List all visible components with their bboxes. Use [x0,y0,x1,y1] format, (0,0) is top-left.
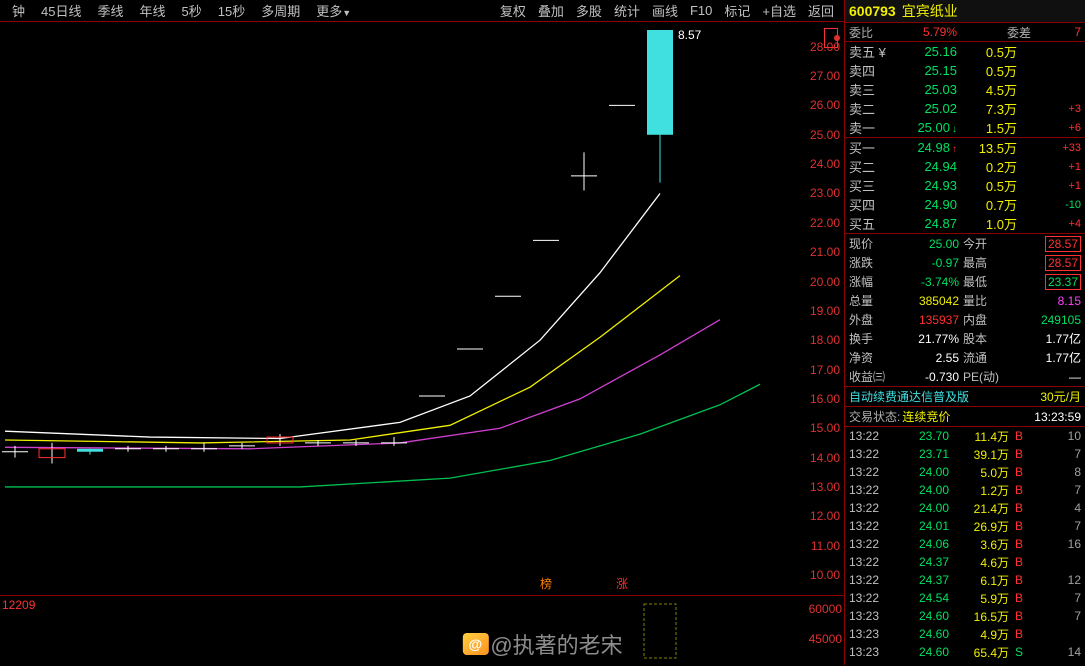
orderbook-row: 买三 24.93 0.5万 +1 [845,176,1085,195]
stock-code: 600793 [849,3,896,19]
tool-f10[interactable]: F10 [684,3,718,18]
quote-row: 外盘135937内盘249105 [845,310,1085,329]
y-axis-label: 28.00 [798,40,840,54]
tab-item[interactable]: 15秒 [210,1,253,20]
y-axis-label: 25.00 [798,128,840,142]
orderbook-row: 买一 24.98↑ 13.5万 +33 [845,138,1085,157]
chart-marker: 涨 [616,575,628,592]
y-axis-label: 23.00 [798,186,840,200]
y-axis-label: 19.00 [798,304,840,318]
tool-back[interactable]: 返回 [802,1,840,20]
tick-row: 13:2324.6016.5万B7 [845,607,1085,625]
quote-row: 净资2.55流通1.77亿 [845,348,1085,367]
orderbook-row: 卖三 25.03 4.5万 [845,80,1085,99]
y-axis-label: 13.00 [798,480,840,494]
tab-item[interactable]: 45日线 [33,1,89,20]
commission-ratio-row: 委比 5.79% 委差 7 [845,22,1085,42]
quote-row: 收益㈢-0.730PE(动)— [845,367,1085,386]
tick-row: 13:2224.0021.4万B4 [845,499,1085,517]
y-axis-label: 26.00 [798,98,840,112]
tool-fuquan[interactable]: 复权 [494,1,532,20]
orderbook-row: 卖二 25.02 7.3万 +3 [845,99,1085,118]
volume-chart[interactable]: 12209 60000 45000 [0,595,844,665]
quote-row: 总量385042量比8.15 [845,291,1085,310]
quote-summary: 现价25.00今开28.57涨跌-0.97最高28.57涨幅-3.74%最低23… [845,234,1085,387]
tool-overlay[interactable]: 叠加 [532,1,570,20]
tick-row: 13:2223.7139.1万B7 [845,445,1085,463]
tab-item[interactable]: 钟 [4,1,33,20]
vol-y-label: 45000 [809,632,842,646]
tool-fav[interactable]: +自选 [756,1,802,20]
timeframe-toolbar: 钟 45日线 季线 年线 5秒 15秒 多周期 更多▼ 复权 叠加 多股 统计 … [0,0,844,22]
orderbook-row: 卖五 ¥ 25.16 0.5万 [845,42,1085,61]
quote-row: 涨跌-0.97最高28.57 [845,253,1085,272]
y-axis-label: 12.00 [798,509,840,523]
y-axis-label: 16.00 [798,392,840,406]
orderbook-row: 卖一 25.00↓ 1.5万 +6 [845,118,1085,137]
stock-header[interactable]: 600793 宜宾纸业 [845,0,1085,22]
y-axis-label: 24.00 [798,157,840,171]
tick-row: 13:2223.7011.4万B10 [845,427,1085,445]
tab-item[interactable]: 年线 [132,1,174,20]
tick-row: 13:2224.374.6万B [845,553,1085,571]
tick-row: 13:2224.545.9万B7 [845,589,1085,607]
last-price-label: 8.57 [678,28,701,42]
trade-status: 交易状态: 连续竞价 13:23:59 [845,407,1085,427]
y-axis-label: 27.00 [798,69,840,83]
orderbook-row: 卖四 25.15 0.5万 [845,61,1085,80]
kline-chart[interactable]: 28.00 27.00 26.00 25.00 24.00 23.00 22.00 21.00… [0,22,844,595]
y-axis-label: 14.00 [798,451,840,465]
stock-name: 宜宾纸业 [902,1,958,21]
vol-y-label: 60000 [809,602,842,616]
y-axis-label: 15.00 [798,421,840,435]
tool-stats[interactable]: 统计 [608,1,646,20]
tool-draw[interactable]: 画线 [646,1,684,20]
tick-row: 13:2224.001.2万B7 [845,481,1085,499]
tool-multi[interactable]: 多股 [570,1,608,20]
orderbook-row: 买五 24.87 1.0万 +4 [845,214,1085,233]
tick-row: 13:2324.6065.4万S14 [845,643,1085,661]
tick-row: 13:2224.005.0万B8 [845,463,1085,481]
quote-row: 现价25.00今开28.57 [845,234,1085,253]
chart-marker: 榜 [540,575,552,592]
tick-row: 13:2224.376.1万B12 [845,571,1085,589]
tab-item[interactable]: 季线 [89,1,131,20]
y-axis-label: 11.00 [798,539,840,553]
orderbook-row: 买二 24.94 0.2万 +1 [845,157,1085,176]
tick-row: 13:2224.0126.9万B7 [845,517,1085,535]
y-axis-label: 20.00 [798,275,840,289]
tab-item[interactable]: 多周期 [253,1,308,20]
orderbook: 卖五 ¥ 25.16 0.5万 卖四 25.15 0.5万 卖三 25.03 4… [845,42,1085,234]
tick-list[interactable]: 13:2223.7011.4万B1013:2223.7139.1万B713:22… [845,427,1085,665]
tab-more[interactable]: 更多▼ [308,1,359,20]
y-axis-label: 21.00 [798,245,840,259]
renew-banner[interactable]: 自动续费通达信普及版 30元/月 [845,387,1085,407]
tick-row: 13:2324.604.9万B [845,625,1085,643]
quote-row: 涨幅-3.74%最低23.37 [845,272,1085,291]
orderbook-row: 买四 24.90 0.7万 -10 [845,195,1085,214]
y-axis-label: 22.00 [798,216,840,230]
y-axis-label: 17.00 [798,363,840,377]
y-axis-label: 18.00 [798,333,840,347]
tool-mark[interactable]: 标记 [718,1,756,20]
quote-row: 换手21.77%股本1.77亿 [845,329,1085,348]
tab-item[interactable]: 5秒 [174,1,210,20]
tick-row: 13:2224.063.6万B16 [845,535,1085,553]
